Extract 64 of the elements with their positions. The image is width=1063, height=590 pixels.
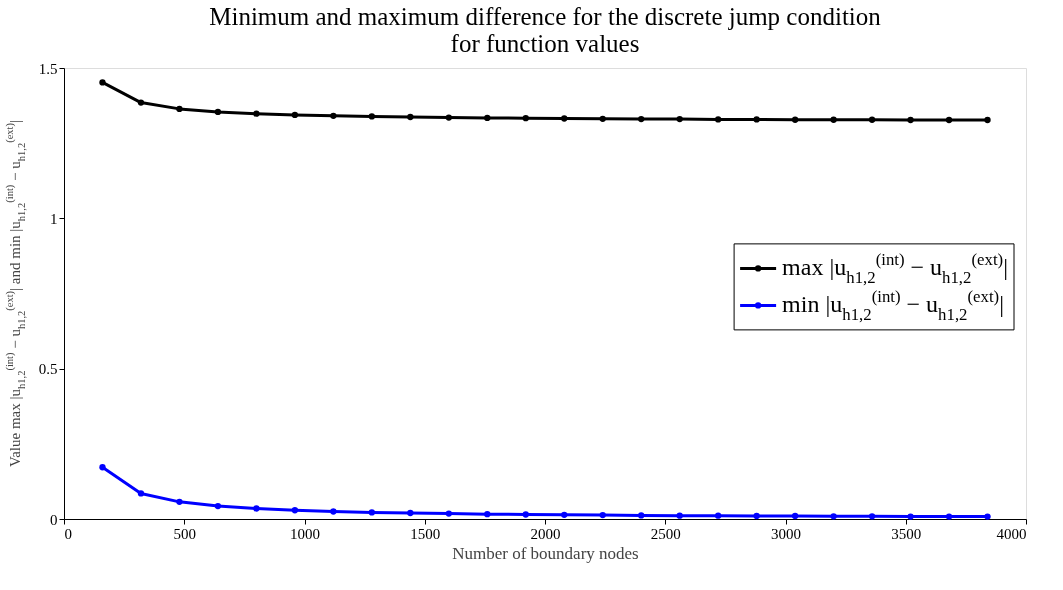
- point: [330, 508, 337, 515]
- point: [907, 116, 914, 124]
- chart-title: Minimum and maximum difference for the discrete jump condition for function values: [209, 3, 882, 57]
- point: [830, 116, 837, 123]
- point: [638, 115, 645, 123]
- point: [945, 116, 953, 124]
- x-tick-label: 1500: [410, 525, 441, 542]
- x-tick-label: 2000: [530, 525, 561, 542]
- point: [445, 510, 452, 517]
- point: [291, 507, 299, 514]
- y-tick-label: 0.5: [38, 361, 58, 378]
- point: [753, 512, 760, 520]
- x-tick-label: 2500: [650, 525, 681, 542]
- point: [484, 114, 491, 122]
- y-tick-label: 0: [50, 511, 58, 528]
- x-axis-title: Number of boundary nodes: [452, 543, 639, 563]
- point: [291, 111, 299, 119]
- y-tick-label: 1.5: [38, 60, 58, 77]
- point: [445, 114, 452, 121]
- point: [214, 108, 222, 116]
- point: [561, 511, 568, 518]
- point: [945, 513, 953, 520]
- point: [830, 513, 837, 520]
- point: [330, 112, 337, 119]
- x-tick-label: 4000: [996, 525, 1027, 542]
- point: [522, 511, 529, 518]
- point: [522, 115, 529, 122]
- point: [868, 513, 876, 520]
- point: [176, 498, 183, 506]
- point: [868, 116, 876, 123]
- point: [407, 509, 414, 517]
- point: [407, 113, 414, 121]
- y-tick-label: 1: [50, 210, 58, 227]
- point: [791, 116, 799, 123]
- point: [753, 116, 760, 123]
- point: [715, 512, 722, 519]
- x-tick-label: 1000: [290, 525, 320, 542]
- point: [253, 505, 260, 512]
- point: [99, 464, 106, 471]
- text: Value max |uh1,2(int) − uh1,2(ext)| and min |uh1,2(int) − uh1,2(ext)|: [4, 120, 27, 467]
- x-tick-label: 500: [173, 525, 196, 542]
- x-tick-label: 0: [64, 525, 72, 542]
- point: [984, 513, 991, 520]
- point: [253, 110, 260, 117]
- point: [176, 105, 183, 113]
- x-tick-label: 3000: [771, 525, 801, 542]
- point: [676, 115, 683, 123]
- point: [715, 116, 722, 123]
- point: [638, 512, 645, 519]
- point: [368, 509, 375, 516]
- point: [214, 502, 222, 510]
- point: [599, 511, 606, 519]
- point: [368, 113, 375, 120]
- point: [99, 79, 106, 86]
- point: [791, 512, 799, 520]
- point: [907, 513, 914, 520]
- point: [484, 511, 491, 518]
- point: [137, 99, 145, 106]
- point: [599, 115, 606, 122]
- point: [984, 116, 991, 124]
- point: [561, 115, 568, 122]
- point: [676, 512, 683, 519]
- x-tick-label: 3500: [891, 525, 922, 542]
- point: [137, 490, 145, 497]
